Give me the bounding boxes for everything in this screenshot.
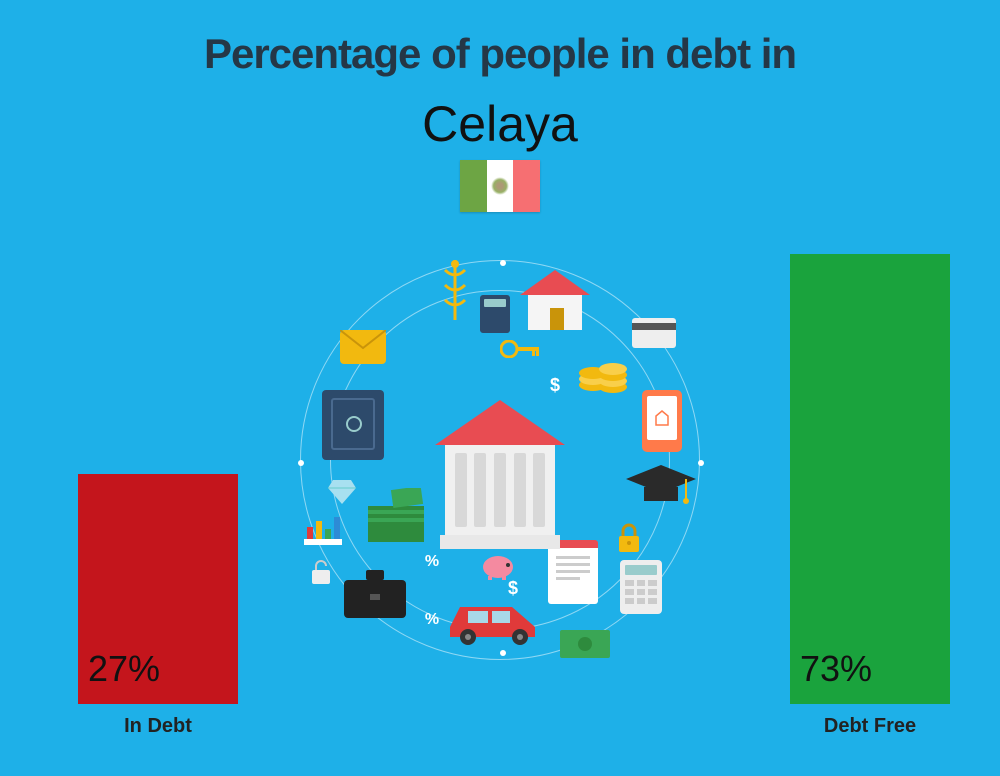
bank-pillar: [533, 453, 545, 527]
title-line-2: Celaya: [0, 95, 1000, 153]
orbit-dot: [298, 460, 304, 466]
car-icon: [440, 595, 550, 645]
bank-body: [445, 445, 555, 535]
diamond-icon: [328, 480, 356, 504]
piggybank-icon: [480, 552, 516, 580]
banknote-icon: [560, 630, 610, 658]
percent-icon: %: [420, 550, 444, 574]
credit-card-icon: [632, 318, 676, 348]
orbit-dot: [500, 650, 506, 656]
bar-debt-free: 73%: [790, 254, 950, 704]
bank-base: [440, 535, 560, 549]
safe-icon: [322, 390, 384, 460]
flag-stripe-white: [487, 160, 514, 212]
gradcap-icon: [626, 465, 696, 509]
bank-pillar: [514, 453, 526, 527]
orbit-dot: [500, 260, 506, 266]
small-house-icon: [520, 270, 590, 330]
bank-building-icon: [435, 400, 565, 550]
calculator-light-icon: [620, 560, 662, 614]
bank-roof: [435, 400, 565, 445]
center-illustration: % % $ $: [280, 240, 720, 680]
caduceus-icon: [440, 260, 470, 320]
bar-debt-free-label: Debt Free: [790, 715, 950, 738]
flag-stripe-green: [460, 160, 487, 212]
bank-pillar: [494, 453, 506, 527]
flag-emblem: [491, 177, 509, 195]
barchart-icon: [304, 515, 342, 545]
cash-stack-icon: [364, 488, 428, 546]
flag-mexico: [460, 160, 540, 212]
bar-debt-free-value: 73%: [800, 648, 872, 690]
phone-icon: [642, 390, 682, 452]
envelope-icon: [340, 330, 386, 364]
key-icon: [500, 340, 540, 358]
briefcase-icon: [340, 570, 410, 620]
padlock-closed-icon: [616, 522, 642, 554]
calculator-dark-icon: [480, 295, 510, 333]
bar-in-debt: 27%: [78, 474, 238, 704]
padlock-open-icon: [310, 558, 332, 586]
bar-in-debt-label: In Debt: [78, 715, 238, 738]
title-line-1: Percentage of people in debt in: [0, 30, 1000, 78]
coins-icon: [578, 335, 628, 395]
bar-in-debt-value: 27%: [88, 648, 160, 690]
flag-stripe-red: [513, 160, 540, 212]
dollar-icon: $: [550, 375, 560, 396]
orbit-dot: [698, 460, 704, 466]
bank-pillar: [455, 453, 467, 527]
bank-pillar: [474, 453, 486, 527]
